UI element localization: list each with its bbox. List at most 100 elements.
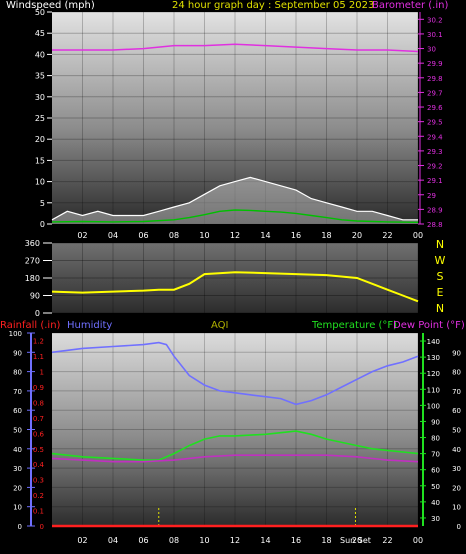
rainfall-tick-label: 0.6 xyxy=(33,430,45,438)
hour-tick-label: 22 xyxy=(382,536,392,545)
dewpoint-tick-label: 10 xyxy=(452,504,461,512)
hour-tick-label: 02 xyxy=(77,231,87,240)
direction-tick-label: 270 xyxy=(25,257,40,266)
windspeed-tick-label: 35 xyxy=(35,72,45,81)
temperature-line xyxy=(51,430,419,461)
humidity-tick-label: 100 xyxy=(9,330,22,338)
dewpoint-tick-label: 60 xyxy=(452,407,461,415)
barometer-line xyxy=(52,43,419,53)
rainfall-tick-label: 1.1 xyxy=(33,353,44,361)
humidity-tick-label: 0 xyxy=(18,523,22,531)
hour-tick-label: 10 xyxy=(199,231,209,240)
temperature-tick-label: 50 xyxy=(431,483,440,491)
rainfall-tick-label: 1.2 xyxy=(33,338,44,346)
wind-barometer-panel: 0 5 10 15 20 25 30 35 40 45 50 28.8 28.9 29 29.1 29.2 2… xyxy=(35,8,443,240)
compass-letter: S xyxy=(437,270,444,283)
humidity-tick-label: 30 xyxy=(13,465,22,473)
humidity-tick-label: 20 xyxy=(13,484,22,492)
hour-tick-label: 10 xyxy=(199,536,209,545)
hour-tick-label: 06 xyxy=(138,536,148,545)
temperature-tick-label: 60 xyxy=(431,467,440,475)
rain-humidity-temperature-panel: 0 0.1 0.2 0.3 0.4 0.5 0.6 0.7 0.8 0.9 1 1.1 1.2 0 10 20… xyxy=(9,330,461,545)
windspeed-tick-label: 0 xyxy=(40,220,45,229)
wind-direction-line xyxy=(51,271,419,303)
direction-tick-label: 90 xyxy=(30,292,40,301)
hour-tick-label: 20 xyxy=(352,231,362,240)
windspeed-tick-label: 5 xyxy=(40,199,45,208)
rainfall-tick-label: 0.7 xyxy=(33,415,44,423)
humidity-tick-label: 70 xyxy=(13,388,22,396)
hour-tick-label: 02 xyxy=(77,536,87,545)
graph-title: 24 hour graph day : September 05 2023 xyxy=(172,0,375,11)
temperature-tick-label: 110 xyxy=(427,386,440,394)
windspeed-tick-label: 50 xyxy=(35,8,45,17)
hour-tick-label: 12 xyxy=(230,536,240,545)
dewpoint-tick-label: 0 xyxy=(457,523,461,531)
compass-letter: W xyxy=(435,254,446,267)
hour-tick-label: 14 xyxy=(260,536,270,545)
windspeed-tick-label: 45 xyxy=(35,29,45,38)
hour-tick-label: 16 xyxy=(291,536,301,545)
barometer-tick-label: 29.9 xyxy=(427,60,443,68)
temperature-tick-label: 100 xyxy=(427,402,440,410)
dewpoint-tick-label: 80 xyxy=(452,369,461,377)
dewpoint-legend: Dew Point (°F) xyxy=(393,320,465,331)
windspeed-tick-label: 25 xyxy=(35,114,45,123)
hour-tick-label: 00 xyxy=(413,536,423,545)
barometer-tick-label: 29.1 xyxy=(427,177,443,185)
direction-tick-label: 180 xyxy=(25,274,40,283)
windspeed-tick-label: 20 xyxy=(35,135,45,144)
compass-letter: E xyxy=(437,286,444,299)
hour-tick-label: 14 xyxy=(260,231,270,240)
humidity-tick-label: 50 xyxy=(13,427,22,435)
hour-tick-label: 20 xyxy=(352,536,362,545)
windspeed-area xyxy=(52,177,418,224)
dewpoint-tick-label: 30 xyxy=(452,465,461,473)
compass-letter: N xyxy=(436,302,444,315)
hour-tick-label: 18 xyxy=(321,231,331,240)
hour-tick-label: 06 xyxy=(138,231,148,240)
dewpoint-tick-label: 40 xyxy=(452,446,461,454)
dewpoint-tick-label: 20 xyxy=(452,484,461,492)
rainfall-tick-label: 0.2 xyxy=(33,492,44,500)
temperature-panel-background xyxy=(52,333,418,526)
windspeed-tick-label: 15 xyxy=(35,156,45,165)
windspeed-average-line xyxy=(51,209,419,223)
hour-tick-label: 00 xyxy=(413,231,423,240)
barometer-tick-label: 28.9 xyxy=(427,206,443,214)
humidity-tick-label: 90 xyxy=(13,349,22,357)
temperature-legend: Temperature (°F) xyxy=(312,320,398,331)
rainfall-tick-label: 0.8 xyxy=(33,399,44,407)
hour-tick-label: 08 xyxy=(169,231,179,240)
windspeed-axis-title: Windspeed (mph) xyxy=(6,0,95,11)
aqi-legend: AQI xyxy=(211,320,229,331)
temperature-tick-label: 70 xyxy=(431,451,440,459)
rainfall-tick-label: 0.9 xyxy=(33,384,44,392)
hour-tick-label: 16 xyxy=(291,231,301,240)
temperature-tick-label: 130 xyxy=(427,354,440,362)
rainfall-legend: Rainfall (.in) xyxy=(0,320,61,331)
dewpoint-line xyxy=(51,454,419,463)
direction-tick-label: 360 xyxy=(25,239,40,248)
direction-tick-label: 0 xyxy=(35,309,40,318)
rainfall-tick-label: 0 xyxy=(40,523,44,531)
humidity-line xyxy=(51,341,419,406)
dewpoint-tick-label: 50 xyxy=(452,427,461,435)
windspeed-tick-label: 10 xyxy=(35,178,45,187)
rainfall-tick-label: 0.1 xyxy=(33,508,44,516)
humidity-tick-label: 10 xyxy=(13,504,22,512)
hour-tick-label: 04 xyxy=(108,536,118,545)
barometer-tick-label: 30 xyxy=(427,46,436,54)
barometer-tick-label: 29.6 xyxy=(427,104,443,112)
temperature-tick-label: 30 xyxy=(431,515,440,523)
temperature-tick-label: 140 xyxy=(427,338,440,346)
windspeed-gust-line xyxy=(51,176,418,221)
barometer-tick-label: 29.2 xyxy=(427,163,443,171)
barometer-tick-label: 29.3 xyxy=(427,148,443,156)
rainfall-tick-label: 0.5 xyxy=(33,446,44,454)
hour-tick-label: 18 xyxy=(321,536,331,545)
wind-panel-background xyxy=(52,12,418,224)
humidity-tick-label: 40 xyxy=(13,446,22,454)
